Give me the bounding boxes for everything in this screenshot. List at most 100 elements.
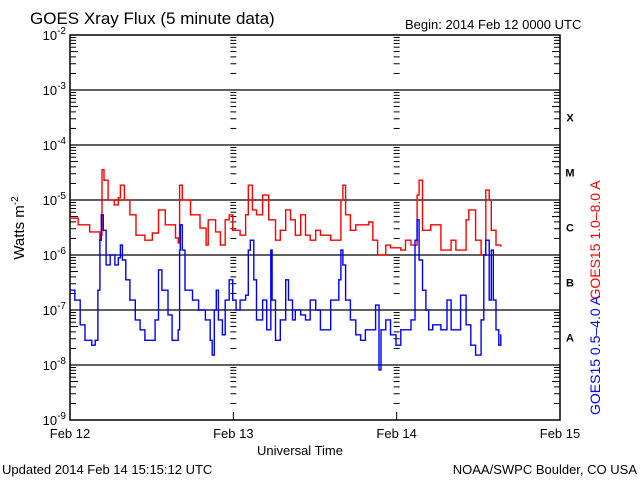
- data-point: [274, 239, 277, 241]
- data-point: [181, 199, 183, 201]
- data-point: [271, 299, 273, 301]
- data-point: [215, 289, 217, 291]
- data-point: [319, 329, 322, 331]
- data-point: [255, 214, 258, 216]
- data-point: [488, 199, 490, 201]
- data-point: [261, 194, 264, 196]
- data-point: [198, 309, 200, 311]
- data-point: [144, 239, 146, 241]
- x-tick-label: Feb 15: [540, 426, 580, 441]
- y-tick-base: 10: [43, 358, 57, 373]
- data-point: [359, 339, 362, 341]
- data-point: [232, 229, 234, 231]
- data-point: [89, 231, 91, 233]
- data-point: [157, 209, 160, 211]
- data-point: [428, 329, 430, 331]
- data-point: [460, 294, 462, 296]
- data-point: [342, 264, 344, 266]
- data-point: [119, 184, 121, 186]
- data-point: [235, 309, 237, 311]
- x-tick-label: Feb 14: [376, 426, 416, 441]
- data-point: [455, 249, 457, 251]
- data-point: [224, 299, 226, 301]
- y-tick-base: 10: [43, 138, 57, 153]
- data-point: [268, 219, 270, 221]
- data-point: [319, 234, 322, 236]
- data-point: [107, 199, 109, 201]
- data-point: [380, 329, 382, 331]
- begin-label: Begin: 2014 Feb 12 0000 UTC: [405, 17, 581, 32]
- data-point: [178, 184, 181, 186]
- data-point: [249, 239, 251, 241]
- chart-title: GOES Xray Flux (5 minute data): [30, 9, 275, 28]
- data-point: [251, 209, 253, 211]
- data-point: [470, 344, 472, 346]
- data-point: [330, 299, 332, 301]
- data-point: [432, 324, 434, 326]
- data-point: [253, 279, 255, 281]
- data-point: [255, 319, 258, 321]
- data-point: [395, 344, 397, 346]
- data-point: [239, 299, 241, 301]
- data-point: [157, 269, 160, 271]
- data-point: [204, 319, 207, 321]
- data-point: [228, 279, 230, 281]
- data-point: [446, 299, 448, 301]
- data-point: [69, 217, 71, 219]
- data-point: [304, 319, 307, 321]
- y-tick-base: 10: [43, 303, 57, 318]
- data-point: [349, 319, 351, 321]
- data-point: [151, 232, 153, 234]
- data-point: [100, 214, 102, 216]
- data-point: [74, 299, 76, 301]
- data-point: [410, 319, 412, 321]
- data-point: [498, 344, 500, 346]
- data-point: [330, 239, 332, 241]
- x-axis-label: Universal Time: [257, 443, 343, 458]
- data-point: [309, 299, 311, 301]
- data-point: [77, 224, 79, 226]
- credit-label: NOAA/SWPC Boulder, CO USA: [453, 462, 638, 477]
- data-point: [495, 329, 497, 331]
- data-point: [205, 244, 207, 246]
- data-point: [500, 334, 502, 336]
- data-point: [485, 189, 487, 191]
- y-tick-label: 10-6: [43, 246, 67, 263]
- data-point: [144, 339, 146, 341]
- data-point: [129, 299, 131, 301]
- data-point: [385, 319, 387, 321]
- data-point: [99, 239, 101, 241]
- legend-short-channel: GOES15 0.5–4.0 A: [587, 295, 603, 415]
- flare-class-label: C: [566, 223, 574, 235]
- data-point: [179, 224, 181, 226]
- data-point: [261, 299, 264, 301]
- data-point: [184, 289, 186, 291]
- data-point: [414, 239, 416, 241]
- data-point: [191, 299, 194, 301]
- y-tick-label: 10-8: [43, 356, 67, 373]
- data-point: [135, 234, 137, 236]
- data-point: [345, 299, 347, 301]
- data-point: [495, 244, 497, 246]
- data-point: [490, 229, 492, 231]
- data-point: [450, 239, 452, 241]
- data-point: [404, 239, 407, 241]
- y-tick-label: 10-5: [43, 191, 67, 208]
- data-point: [483, 254, 485, 256]
- data-point: [465, 219, 467, 221]
- data-point: [440, 249, 442, 251]
- data-point: [244, 214, 247, 216]
- data-point: [378, 369, 380, 371]
- data-point: [134, 319, 136, 321]
- data-point: [113, 204, 115, 206]
- data-point: [171, 339, 173, 341]
- data-point: [421, 229, 424, 231]
- data-point: [217, 319, 219, 321]
- data-point: [94, 339, 96, 341]
- data-point: [285, 209, 287, 211]
- y-tick-base: 10: [43, 248, 57, 263]
- y-tick-label: 10-3: [43, 81, 67, 98]
- y-tick-exponent: -6: [57, 246, 66, 257]
- data-point: [374, 304, 377, 306]
